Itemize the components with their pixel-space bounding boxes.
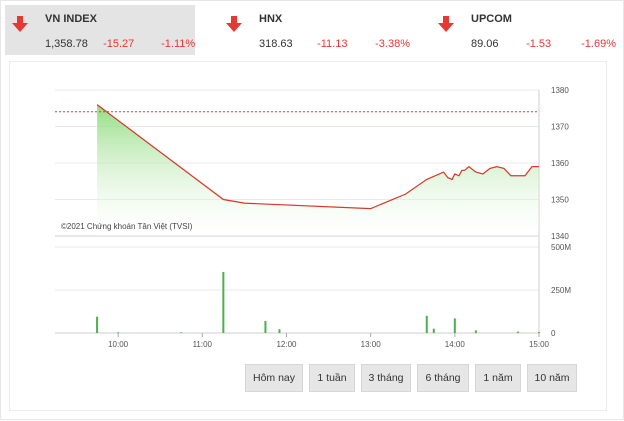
volume-tick-label: 500M bbox=[551, 243, 571, 252]
x-tick-label: 15:00 bbox=[529, 340, 550, 349]
volume-bar bbox=[264, 320, 267, 333]
chart-panel bbox=[9, 61, 607, 411]
volume-bar bbox=[222, 271, 225, 333]
x-tick-label: 13:00 bbox=[361, 340, 382, 349]
index-tile-vnindex[interactable]: VN INDEX 1,358.78 -15.27 -1.11% bbox=[5, 5, 195, 55]
down-arrow-icon bbox=[438, 16, 454, 32]
price-tick-label: 1360 bbox=[551, 159, 569, 168]
index-name: HNX bbox=[259, 13, 283, 25]
index-name: VN INDEX bbox=[45, 13, 97, 25]
range-button[interactable]: 1 năm bbox=[475, 364, 521, 392]
volume-bar bbox=[538, 332, 540, 333]
volume-bar bbox=[425, 315, 428, 333]
price-tick-label: 1350 bbox=[551, 196, 569, 205]
watermark: ©2021 Chứng khoán Tân Việt (TVSI) bbox=[61, 222, 193, 231]
volume-tick-label: 0 bbox=[551, 329, 556, 338]
volume-tick-label: 250M bbox=[551, 286, 571, 295]
price-series bbox=[55, 104, 539, 236]
axes: 1340 1350 1360 1370 1380 0 250M 500M 10:00 11:00 1… bbox=[108, 86, 571, 349]
down-arrow-icon bbox=[226, 16, 242, 32]
index-value: 1,358.78 bbox=[45, 38, 88, 50]
index-change: -15.27 bbox=[103, 38, 135, 50]
range-button[interactable]: 6 tháng bbox=[417, 364, 469, 392]
volume-bar bbox=[432, 328, 435, 333]
price-tick-label: 1380 bbox=[551, 86, 569, 95]
index-change: -1.53 bbox=[526, 38, 552, 50]
index-tile-hnx[interactable]: HNX 318.63 -11.13 -3.38% bbox=[219, 5, 419, 55]
index-change: -11.13 bbox=[317, 38, 348, 50]
volume-bar bbox=[117, 332, 120, 333]
index-name: UPCOM bbox=[471, 13, 512, 25]
index-percent: -1.69% bbox=[581, 38, 616, 50]
x-tick-label: 10:00 bbox=[108, 340, 129, 349]
index-tiles: VN INDEX 1,358.78 -15.27 -1.11% HNX 318.… bbox=[1, 1, 624, 57]
x-tick-label: 14:00 bbox=[445, 340, 466, 349]
x-tick-label: 11:00 bbox=[193, 340, 213, 349]
down-arrow-icon bbox=[12, 16, 28, 32]
volume-bar bbox=[278, 329, 281, 333]
range-button[interactable]: Hôm nay bbox=[245, 364, 303, 392]
volume-bar bbox=[453, 318, 456, 333]
price-line bbox=[96, 104, 539, 210]
price-tick-label: 1340 bbox=[551, 232, 569, 241]
index-percent: -3.38% bbox=[375, 38, 410, 50]
range-button[interactable]: 10 năm bbox=[527, 364, 577, 392]
index-value: 318.63 bbox=[259, 38, 293, 50]
index-percent: -1.11% bbox=[161, 38, 196, 50]
index-value: 89.06 bbox=[471, 38, 499, 50]
volume-bar bbox=[516, 331, 519, 333]
range-button[interactable]: 1 tuần bbox=[309, 364, 355, 392]
index-tile-upcom[interactable]: UPCOM 89.06 -1.53 -1.69% bbox=[431, 5, 623, 55]
range-button[interactable]: 3 tháng bbox=[361, 364, 411, 392]
volume-bar bbox=[474, 330, 477, 333]
volume-bar bbox=[96, 316, 99, 333]
volume-series bbox=[96, 271, 540, 333]
price-tick-label: 1370 bbox=[551, 123, 569, 132]
volume-bar bbox=[180, 332, 183, 333]
price-area bbox=[97, 104, 539, 236]
x-tick-label: 12:00 bbox=[276, 340, 297, 349]
